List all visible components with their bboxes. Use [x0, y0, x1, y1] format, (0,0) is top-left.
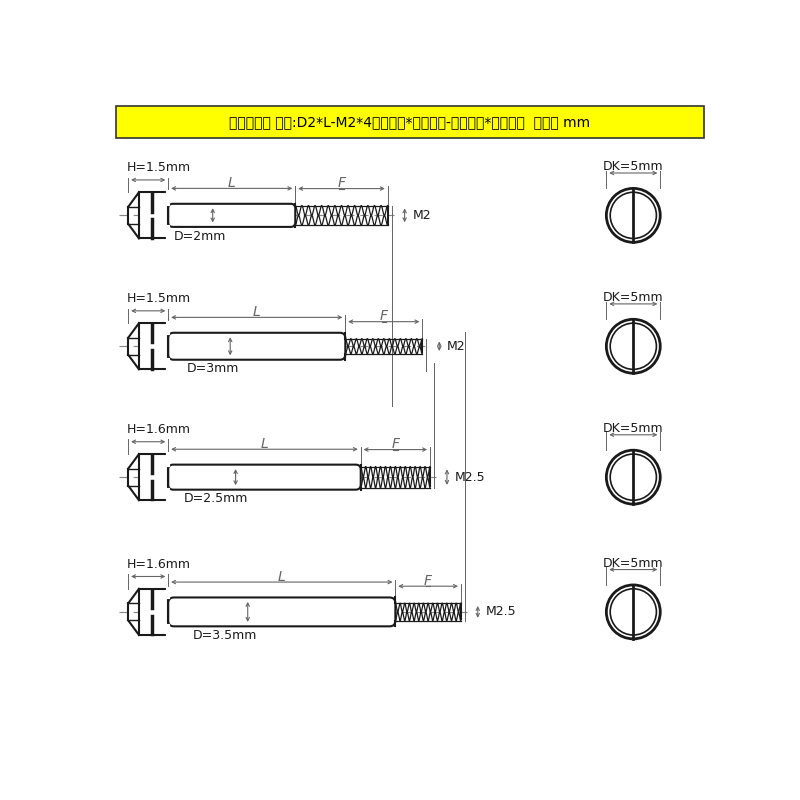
Text: L: L — [253, 305, 261, 319]
Text: H=1.6mm: H=1.6mm — [126, 558, 190, 570]
Text: D=2mm: D=2mm — [174, 230, 226, 242]
FancyBboxPatch shape — [139, 454, 168, 500]
FancyBboxPatch shape — [139, 589, 168, 635]
Text: L: L — [261, 437, 268, 451]
FancyBboxPatch shape — [168, 598, 395, 626]
Text: F: F — [424, 574, 432, 588]
Text: M2: M2 — [412, 209, 431, 222]
Text: H=1.6mm: H=1.6mm — [126, 423, 190, 436]
Text: H=1.5mm: H=1.5mm — [126, 292, 190, 305]
Text: M2.5: M2.5 — [454, 470, 486, 484]
FancyBboxPatch shape — [168, 204, 295, 227]
FancyBboxPatch shape — [168, 465, 361, 490]
Text: F: F — [391, 437, 399, 451]
Text: F: F — [338, 176, 346, 190]
Text: D=2.5mm: D=2.5mm — [184, 493, 249, 506]
Text: H=1.5mm: H=1.5mm — [126, 161, 190, 174]
Text: DK=5mm: DK=5mm — [603, 557, 664, 570]
Text: M2.5: M2.5 — [486, 606, 516, 618]
Text: M2: M2 — [447, 340, 466, 353]
Text: DK=5mm: DK=5mm — [603, 422, 664, 435]
Text: D=3mm: D=3mm — [186, 362, 238, 375]
Text: F: F — [380, 310, 388, 323]
FancyBboxPatch shape — [139, 323, 168, 370]
Text: 尺寸说明： 例如:D2*L-M2*4光杆直径*光杆长度-螺牙直径*螺牙长度  单位： mm: 尺寸说明： 例如:D2*L-M2*4光杆直径*光杆长度-螺牙直径*螺牙长度 单位… — [230, 115, 590, 129]
FancyBboxPatch shape — [139, 192, 168, 238]
FancyBboxPatch shape — [168, 333, 346, 360]
Text: DK=5mm: DK=5mm — [603, 160, 664, 174]
FancyBboxPatch shape — [116, 106, 704, 138]
Text: DK=5mm: DK=5mm — [603, 291, 664, 304]
Text: L: L — [278, 570, 286, 584]
Text: D=3.5mm: D=3.5mm — [193, 629, 257, 642]
Text: L: L — [228, 176, 236, 190]
